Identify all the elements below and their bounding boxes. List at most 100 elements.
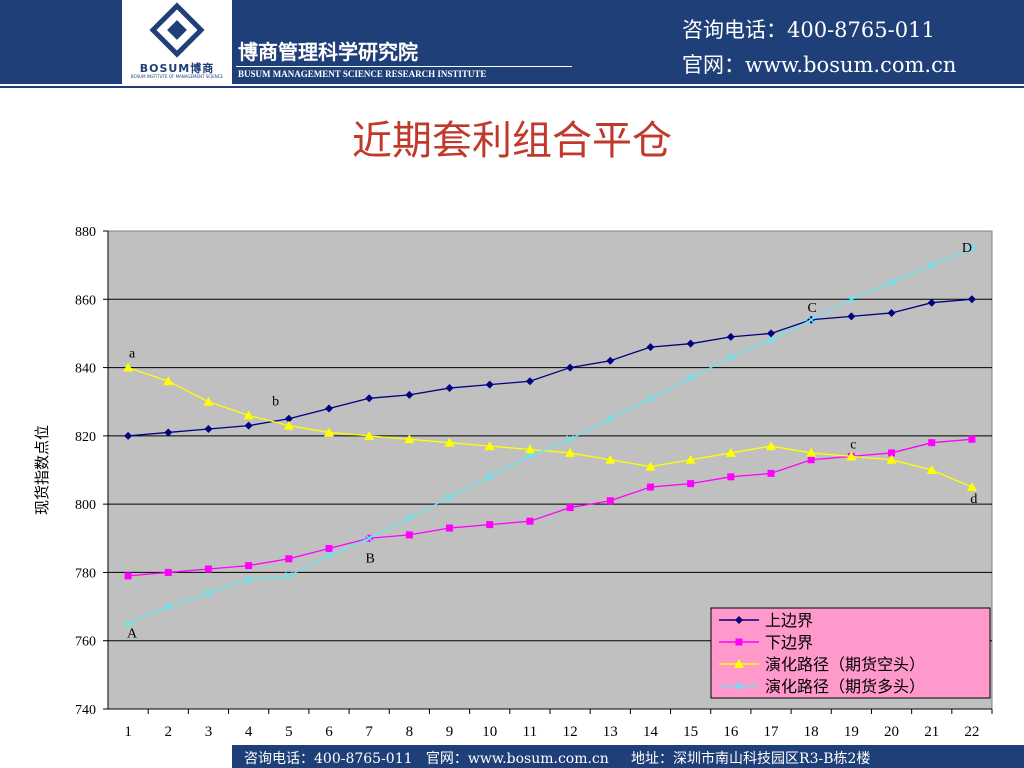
x-tick-label: 5 xyxy=(285,724,293,740)
data-point xyxy=(124,572,132,580)
data-point xyxy=(405,390,414,399)
data-point xyxy=(847,312,856,321)
data-point xyxy=(244,421,253,430)
data-point xyxy=(966,482,977,492)
series-line xyxy=(128,438,972,577)
data-point xyxy=(806,447,817,457)
data-point xyxy=(446,524,454,532)
data-point xyxy=(204,425,213,434)
data-point xyxy=(686,373,695,382)
data-point xyxy=(445,493,454,502)
x-tick-label: 9 xyxy=(446,724,454,740)
x-tick-label: 20 xyxy=(884,724,899,740)
page-title: 近期套利组合平仓 xyxy=(352,118,672,164)
data-point xyxy=(725,447,736,457)
data-point xyxy=(123,362,134,372)
y-tick-label: 800 xyxy=(75,498,96,513)
data-point xyxy=(646,394,655,403)
data-point xyxy=(566,363,575,372)
header-bar: BOSUM博商 BOSUM INSTITUTE OF MANAGEMENT SC… xyxy=(0,0,1024,84)
data-point xyxy=(164,602,173,611)
data-point xyxy=(727,473,735,481)
x-tick-label: 14 xyxy=(643,724,659,740)
data-point xyxy=(967,295,976,304)
data-point xyxy=(204,565,212,573)
legend-marker xyxy=(734,659,744,668)
data-point xyxy=(807,456,815,464)
data-point xyxy=(325,545,333,553)
data-point xyxy=(405,513,414,522)
y-tick-label: 860 xyxy=(75,293,96,308)
data-point xyxy=(164,568,172,576)
annotation-label: B xyxy=(366,551,375,566)
y-tick-label: 880 xyxy=(75,225,96,240)
data-point xyxy=(566,504,574,512)
data-point xyxy=(887,278,896,287)
data-point xyxy=(284,571,293,580)
annotation-label: A xyxy=(127,627,138,642)
data-point xyxy=(324,551,334,560)
data-point xyxy=(767,469,775,477)
series-3 xyxy=(123,362,977,492)
data-point xyxy=(565,447,576,457)
series-line xyxy=(127,366,973,488)
y-tick-label: 760 xyxy=(75,635,96,650)
legend-marker xyxy=(735,638,743,646)
header-rule xyxy=(0,86,1024,88)
x-tick-label: 8 xyxy=(406,724,414,740)
data-point xyxy=(886,454,897,464)
y-tick-label: 820 xyxy=(75,430,96,445)
y-tick-label: 740 xyxy=(75,703,96,718)
data-point xyxy=(846,451,857,461)
org-name-en: BUSUM MANAGEMENT SCIENCE RESEARCH INSTIT… xyxy=(238,69,487,79)
data-point xyxy=(245,562,253,570)
logo-subtext: BOSUM INSTITUTE OF MANAGEMENT SCIENCE xyxy=(130,74,224,79)
data-point xyxy=(968,435,976,443)
data-point xyxy=(606,356,615,365)
annotation-label: a xyxy=(129,347,136,362)
org-divider xyxy=(236,66,572,67)
annotation-label: D xyxy=(962,241,972,256)
y-tick-label: 780 xyxy=(75,566,96,581)
footer-bar: 咨询电话：400-8765-011 官网：www.bosum.com.cn 地址… xyxy=(232,745,1024,768)
legend-label: 演化路径（期货空头） xyxy=(765,656,925,674)
legend-marker xyxy=(734,681,744,691)
data-point xyxy=(365,394,374,403)
header-website[interactable]: 官网：www.bosum.com.cn xyxy=(682,53,957,77)
x-tick-label: 22 xyxy=(964,724,979,740)
data-point xyxy=(445,384,454,393)
data-point xyxy=(485,472,494,481)
x-tick-label: 12 xyxy=(563,724,578,740)
series-line xyxy=(127,247,973,625)
data-point xyxy=(847,295,856,304)
x-tick-label: 7 xyxy=(365,724,373,740)
data-point xyxy=(887,308,896,317)
x-tick-label: 21 xyxy=(924,724,939,740)
x-tick-label: 6 xyxy=(325,724,333,740)
data-point xyxy=(524,444,535,454)
x-tick-label: 10 xyxy=(482,724,497,740)
data-point xyxy=(606,497,614,505)
data-point xyxy=(285,555,293,563)
series-4 xyxy=(124,244,976,628)
x-tick-label: 11 xyxy=(523,724,537,740)
data-point xyxy=(645,461,656,471)
header-phone: 咨询电话：400-8765-011 xyxy=(682,18,935,42)
data-point xyxy=(766,441,776,451)
x-tick-label: 16 xyxy=(723,724,739,740)
data-point xyxy=(926,465,937,474)
x-tick-label: 1 xyxy=(124,724,132,740)
data-point xyxy=(927,261,936,270)
data-point xyxy=(726,332,735,341)
x-tick-label: 4 xyxy=(245,724,253,740)
data-point xyxy=(324,427,334,437)
logo-text: BOSUM博商 xyxy=(139,62,215,75)
annotation-label: c xyxy=(850,437,856,452)
data-point xyxy=(967,244,976,253)
data-point xyxy=(888,449,896,457)
annotation-label: C xyxy=(808,301,817,316)
data-point xyxy=(404,434,415,444)
data-point xyxy=(405,531,413,539)
data-point xyxy=(244,575,253,584)
data-point xyxy=(726,353,735,362)
